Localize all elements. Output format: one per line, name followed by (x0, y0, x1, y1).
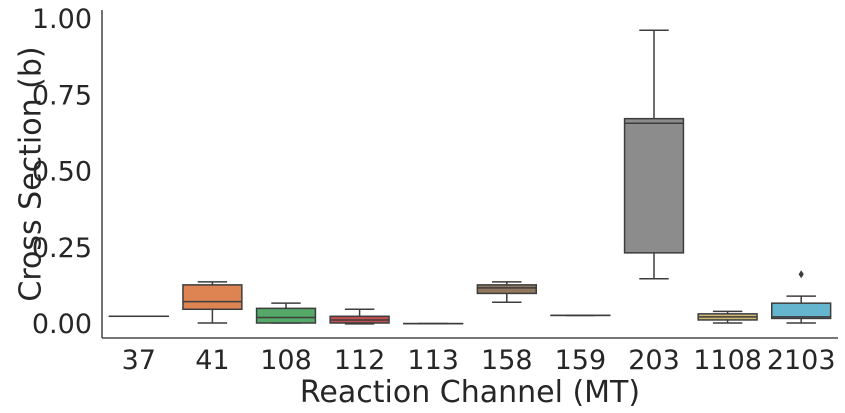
box-203 (623, 29, 685, 280)
x-tick-label: 1108 (693, 345, 762, 376)
y-tick-labels: 0.00 0.25 0.50 0.75 1.00 (32, 4, 92, 340)
box-iqr (771, 302, 832, 320)
box-iqr (623, 117, 685, 254)
x-axis-label: Reaction Channel (MT) (300, 375, 640, 410)
y-tick-label: 0.25 (32, 233, 92, 264)
x-tick-labels: 37 41 108 112 113 158 159 203 1108 2103 (122, 345, 836, 376)
y-tick-label: 0.00 (32, 309, 92, 340)
plot-area (108, 29, 832, 325)
box-41 (182, 281, 243, 324)
box-iqr (255, 307, 317, 324)
x-tick-label: 112 (334, 345, 386, 376)
x-tick-label: 158 (481, 345, 533, 376)
x-tick-label: 2103 (767, 345, 836, 376)
y-tick-label: 0.75 (32, 80, 92, 111)
box-2103 (771, 270, 832, 324)
x-tick-label: 37 (122, 345, 156, 376)
x-tick-label: 159 (555, 345, 607, 376)
x-tick-label: 108 (260, 345, 312, 376)
box-iqr (182, 284, 243, 311)
box-iqr (476, 284, 537, 295)
x-tick-label: 41 (195, 345, 229, 376)
x-tick-label: 203 (628, 345, 680, 376)
y-tick-label: 0.50 (32, 157, 92, 188)
box-158 (476, 281, 537, 304)
x-tick-label: 113 (407, 345, 459, 376)
box-108 (255, 302, 317, 324)
y-tick-label: 1.00 (32, 4, 92, 35)
y-axis-label: Cross Section (b) (14, 46, 49, 301)
box-1108 (697, 310, 758, 324)
outlier-point (798, 270, 804, 279)
box-112 (329, 308, 390, 325)
